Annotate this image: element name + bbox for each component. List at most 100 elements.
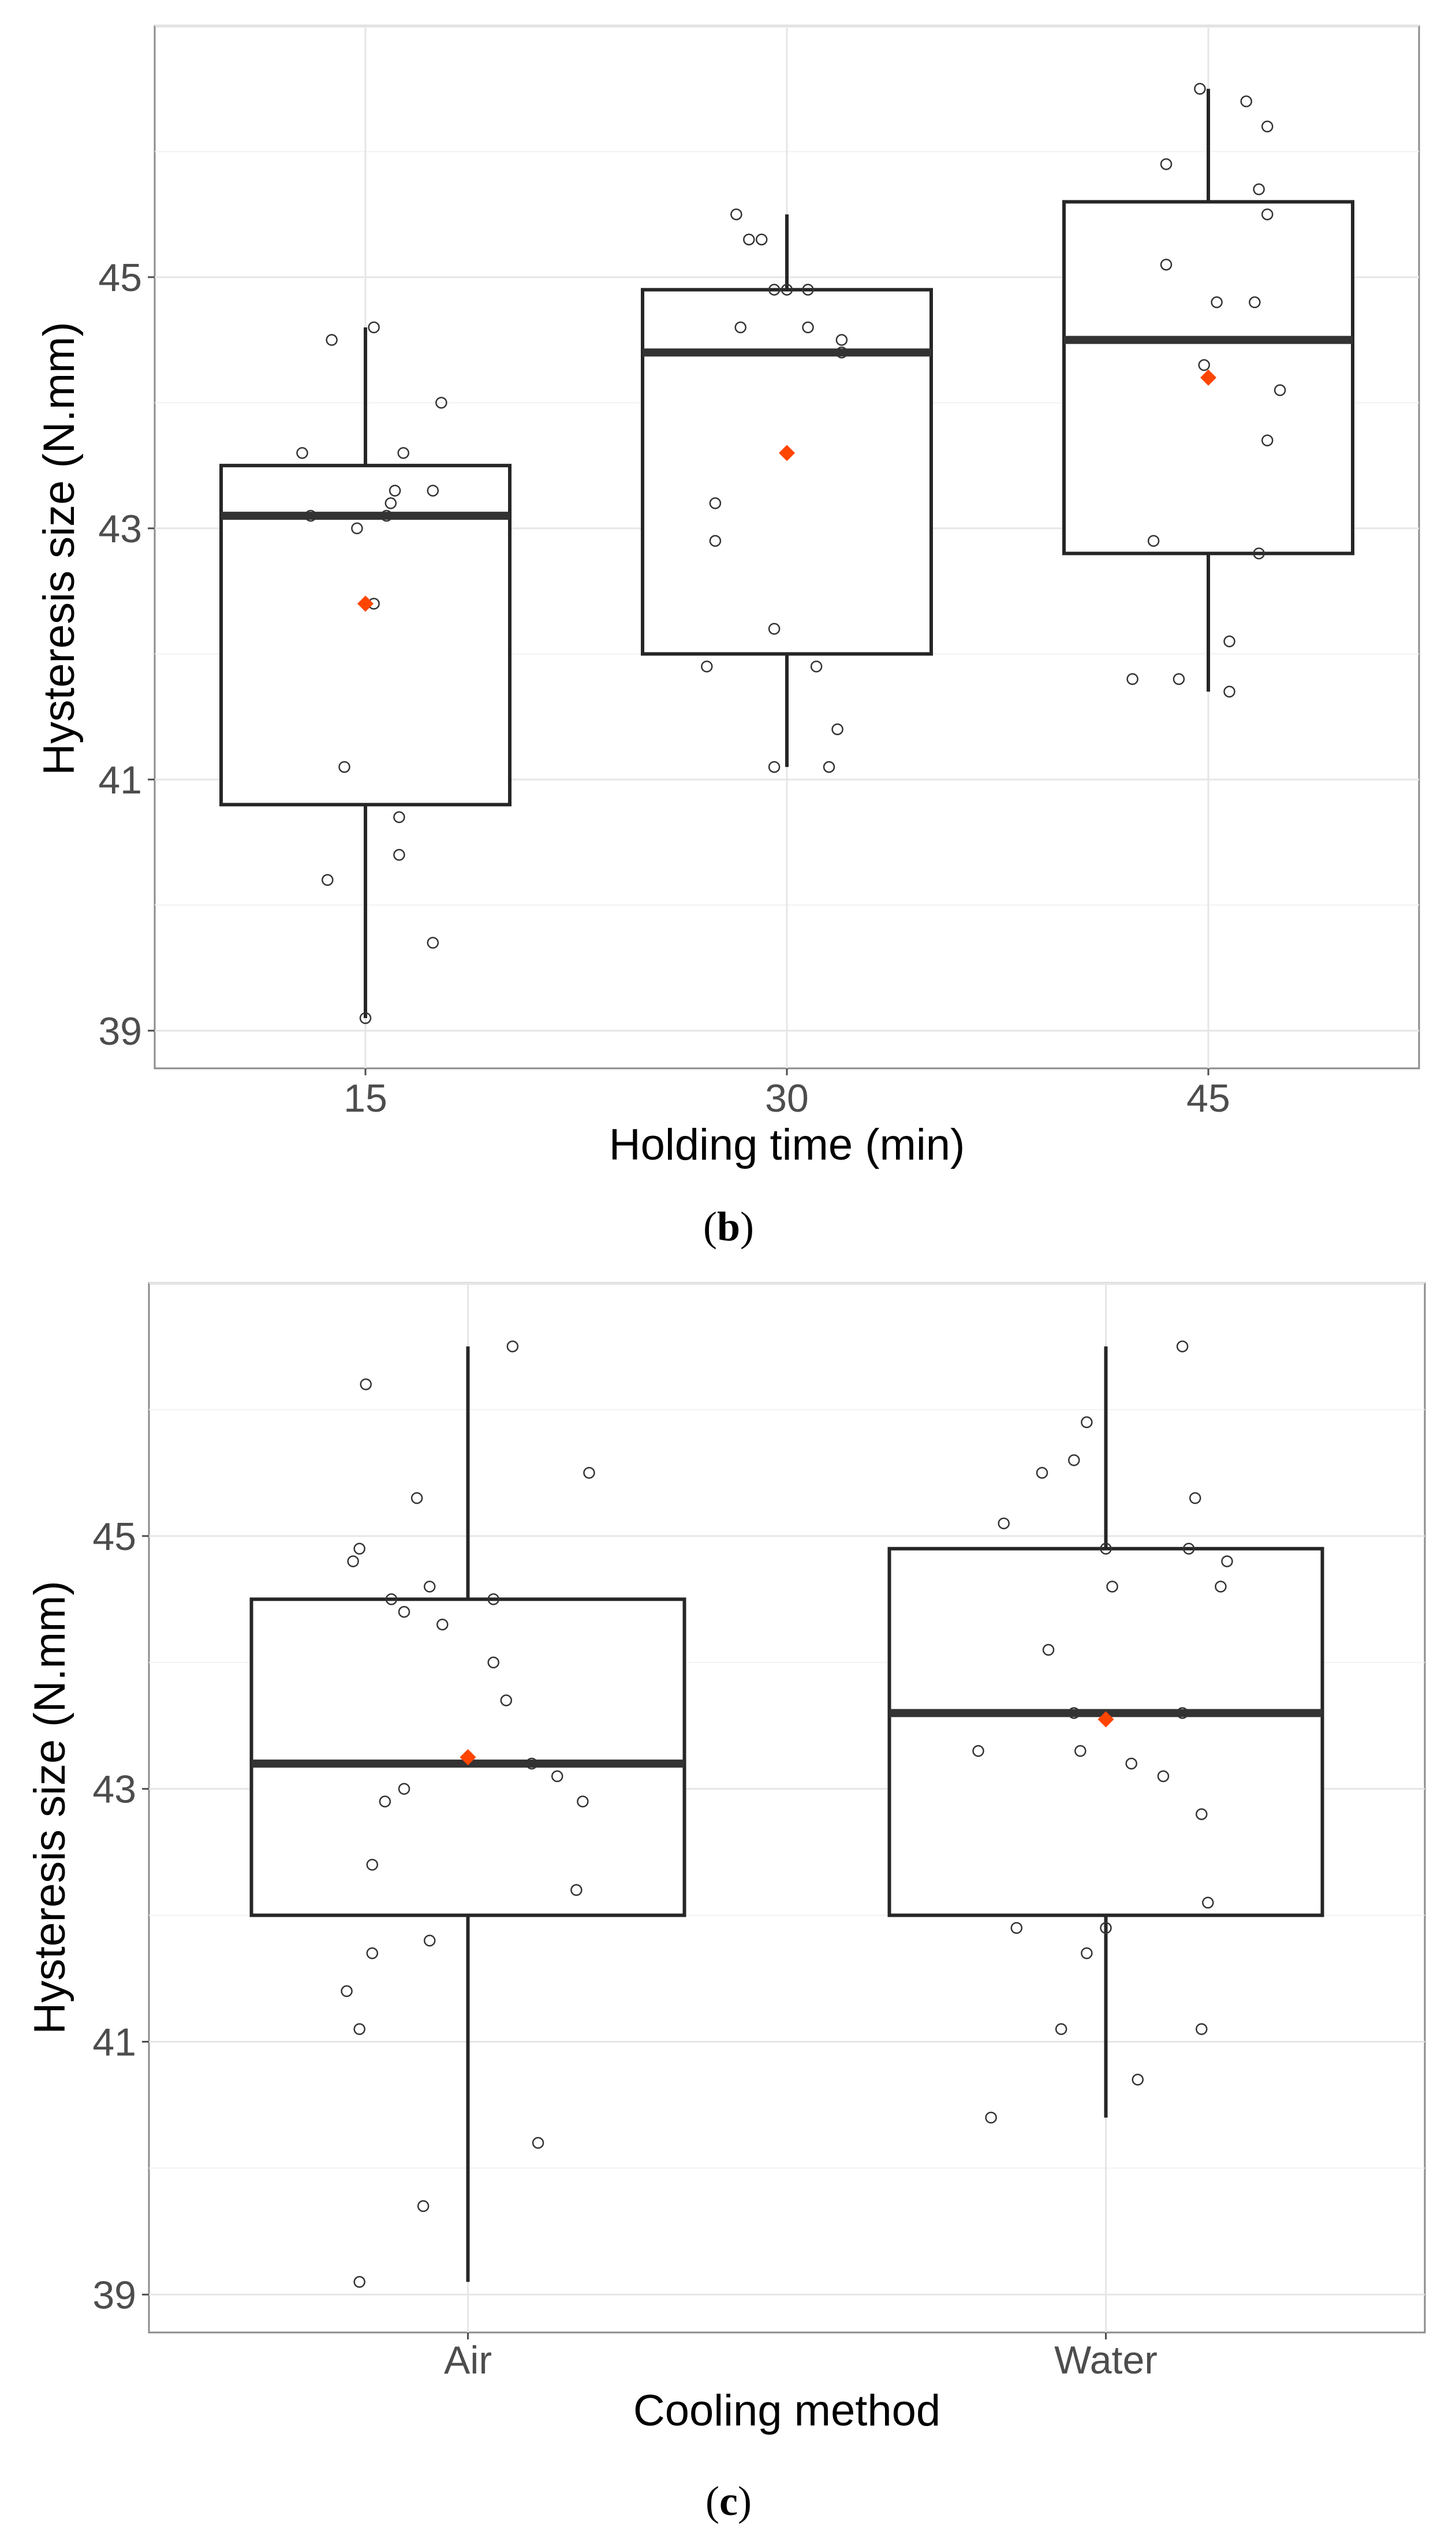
data-point [353, 2276, 365, 2288]
data-point [380, 509, 393, 522]
data-point [1211, 296, 1223, 308]
data-point [1223, 635, 1235, 647]
data-point [734, 321, 746, 334]
caption-b: (b) [703, 1203, 754, 1250]
data-point [1010, 1922, 1023, 1934]
box-iqr [641, 288, 933, 656]
data-point [835, 334, 848, 346]
data-point [1223, 685, 1235, 698]
data-point [1253, 547, 1265, 560]
y-tick-label: 39 [98, 1009, 142, 1053]
data-point [359, 1012, 372, 1024]
data-point [1176, 1340, 1189, 1352]
data-point [1196, 1808, 1208, 1820]
data-point [1100, 1922, 1112, 1934]
data-point [1196, 2023, 1208, 2035]
y-tick-label: 39 [92, 2273, 136, 2317]
y-ticks-b: 39 41 43 45 [98, 256, 155, 1053]
data-point [487, 1593, 499, 1605]
data-point [360, 1378, 372, 1391]
x-axis-title-b: Holding time (min) [609, 1120, 965, 1169]
data-point [487, 1656, 499, 1668]
y-tick-label: 43 [92, 1768, 136, 1812]
data-point [1261, 208, 1274, 221]
data-point [1261, 120, 1274, 133]
data-point [835, 346, 848, 359]
data-point [326, 334, 338, 346]
data-point [985, 2111, 997, 2124]
data-point [802, 284, 814, 296]
box-group-30 [641, 208, 933, 773]
chart-panel-c: 39 41 43 45 Air Water Cooling method Hystere… [25, 1282, 1426, 2524]
x-ticks-c: Air Water [444, 2332, 1158, 2382]
data-point [436, 1618, 449, 1631]
data-point [701, 660, 713, 673]
data-point [435, 397, 447, 409]
data-point [353, 2023, 365, 2035]
data-point [385, 1593, 398, 1605]
data-point [1176, 1707, 1189, 1719]
data-point [1215, 1581, 1227, 1593]
data-point [1068, 1707, 1080, 1719]
x-ticks-b: 15 30 45 [344, 1068, 1230, 1120]
chart-panel-b: 39 41 43 45 15 30 45 Holding time (min) Hyste… [35, 25, 1420, 1250]
data-point [1194, 83, 1206, 95]
data-point [1189, 1492, 1201, 1504]
data-point [823, 761, 835, 773]
data-point [417, 2200, 430, 2212]
data-point [1126, 673, 1138, 685]
data-point [393, 811, 405, 824]
y-tick-label: 45 [98, 256, 142, 300]
data-point [1132, 2073, 1144, 2086]
data-point [1157, 1770, 1170, 1783]
mean-marker [357, 595, 374, 612]
data-point [1036, 1467, 1048, 1479]
x-tick-label: Air [444, 2338, 492, 2382]
data-point [393, 849, 405, 861]
y-ticks-c: 39 41 43 45 [92, 1515, 149, 2317]
data-point [1202, 1896, 1214, 1909]
data-point [1173, 673, 1185, 685]
data-point [1261, 434, 1274, 446]
data-point [1055, 2023, 1067, 2035]
box-group-15 [219, 321, 512, 1024]
data-point [351, 522, 363, 535]
data-point [366, 1858, 378, 1871]
data-point [384, 497, 397, 509]
data-point [577, 1795, 589, 1808]
data-point [1221, 1555, 1233, 1567]
data-point [525, 1757, 538, 1770]
data-point [341, 1985, 353, 1998]
data-point [551, 1770, 563, 1783]
data-point [1182, 1542, 1195, 1555]
data-point [1125, 1757, 1137, 1770]
data-point [768, 623, 781, 635]
data-point [998, 1517, 1010, 1530]
data-point [709, 535, 722, 547]
data-point [1160, 158, 1173, 170]
y-tick-label: 43 [98, 507, 142, 551]
caption-letter-c: c [719, 2478, 738, 2524]
x-tick-label: 30 [765, 1076, 809, 1120]
data-point [1274, 384, 1286, 396]
y-axis-title-b: Hysteresis size (N.mm) [35, 322, 84, 775]
data-point [583, 1467, 595, 1479]
data-point [389, 485, 401, 497]
data-point [1081, 1416, 1093, 1429]
data-point [1147, 535, 1160, 547]
data-point [322, 874, 334, 886]
box-group-Water [887, 1340, 1324, 2124]
data-point [427, 937, 439, 949]
data-point [1160, 258, 1173, 271]
data-point [398, 1783, 410, 1795]
y-axis-title-c: Hysteresis size (N.mm) [25, 1581, 74, 2034]
data-point [1074, 1745, 1087, 1757]
data-point [1253, 183, 1265, 195]
data-point [427, 485, 439, 497]
data-point [1042, 1644, 1055, 1656]
data-point [570, 1884, 583, 1896]
data-point [810, 660, 823, 673]
data-point [743, 233, 755, 245]
x-tick-label: 45 [1186, 1076, 1230, 1120]
